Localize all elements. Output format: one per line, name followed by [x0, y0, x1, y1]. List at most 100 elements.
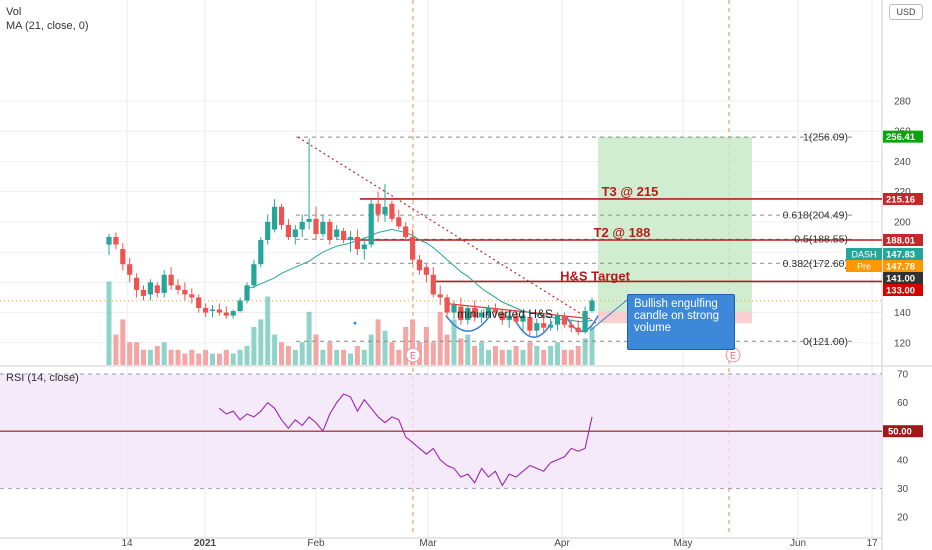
candle-body: [341, 230, 347, 241]
t3-label: T3 @ 215: [602, 184, 659, 199]
volume-bar: [127, 342, 133, 365]
volume-bar: [292, 349, 298, 365]
volume-legend: Vol: [6, 6, 22, 18]
fib-label: 1(256.09): [803, 132, 848, 144]
candle-body: [154, 285, 160, 293]
volume-bar: [189, 349, 195, 365]
price-tag-label: DASH: [851, 250, 876, 260]
time-tick-label: Mar: [419, 538, 437, 549]
volume-bar: [182, 353, 188, 365]
rsi-tick-label: 60: [897, 398, 909, 409]
earnings-marker-label: E: [730, 351, 736, 361]
candles: [106, 138, 595, 337]
candle-body: [479, 312, 485, 318]
candle-body: [230, 311, 236, 316]
volume-bar: [520, 349, 526, 365]
annotation-note: Bullish engulfing candle on strong volum…: [627, 294, 735, 350]
volume-bar: [154, 346, 160, 365]
candle-body: [334, 229, 340, 237]
rsi-legend: RSI (14, close): [6, 372, 79, 384]
volume-bar: [582, 338, 588, 365]
candle-body: [237, 300, 243, 312]
volume-bar: [237, 349, 243, 365]
candle-body: [347, 237, 354, 241]
price-tag-value: 188.01: [886, 236, 916, 247]
candle-body: [423, 267, 429, 275]
volume-bar: [451, 319, 457, 365]
volume-bar: [120, 319, 126, 365]
rsi-tag-value: 50.00: [888, 427, 912, 438]
candle-body: [375, 203, 381, 215]
fib-label: 0(121.00): [803, 336, 848, 348]
volume-bar: [334, 349, 340, 365]
volume-bar: [396, 349, 402, 365]
price-tag-box: [883, 260, 923, 272]
candle-body: [203, 308, 209, 313]
volume-bar: [230, 353, 236, 365]
hs-target-label: H&S Target: [560, 268, 630, 283]
candle-body: [285, 224, 291, 237]
candle-body: [189, 294, 195, 298]
candle-body: [127, 264, 133, 275]
candle-body: [147, 282, 153, 295]
drawings: [0, 136, 882, 342]
price-tick-label: 220: [894, 187, 911, 198]
volume-bar: [348, 353, 353, 365]
candle-body: [520, 315, 526, 322]
fib-label: 0.382(172.60): [783, 258, 848, 270]
candle-body: [209, 309, 216, 312]
price-tick-label: 280: [894, 97, 911, 108]
price-tag-box: [883, 130, 923, 143]
price-tick-label: 120: [894, 338, 911, 349]
volume-bar: [555, 342, 560, 365]
candle-body: [306, 218, 312, 222]
candle-body: [168, 274, 174, 286]
candle-body: [216, 309, 222, 313]
volume-bar: [203, 349, 209, 365]
candle-body: [554, 315, 561, 325]
candle-body: [589, 300, 595, 312]
currency-button[interactable]: USD: [889, 4, 923, 20]
rsi-tick-label: 20: [897, 513, 909, 524]
candle-body: [541, 323, 547, 328]
candle-body: [140, 289, 147, 296]
candle-body: [327, 221, 333, 241]
candle-body: [134, 277, 140, 290]
price-tag-box: [883, 248, 923, 260]
ma21-line: [246, 228, 593, 323]
candle-body: [465, 308, 471, 321]
volume-bar: [382, 330, 388, 365]
rsi-pane: [0, 373, 882, 489]
earnings-marker-label: E: [410, 351, 416, 361]
candle-body: [182, 289, 188, 295]
volume-bar: [486, 349, 491, 365]
volume-bar: [437, 311, 443, 365]
candle-body: [458, 306, 464, 321]
volume-bar: [472, 346, 478, 365]
volume-bar: [168, 349, 174, 365]
target-zone: [598, 136, 752, 312]
price-tag-value: 147.78: [886, 262, 915, 273]
volume-bar: [251, 327, 257, 365]
volume-bar: [479, 342, 485, 365]
candle-body: [506, 315, 512, 321]
volume-bar: [113, 334, 119, 365]
candle-body: [354, 237, 360, 250]
price-tag-value: 215.16: [886, 194, 915, 205]
price-tick-label: 140: [894, 308, 911, 319]
candle-body: [278, 206, 285, 225]
price-tag-label-box: [846, 248, 882, 260]
hs-arc: [445, 315, 491, 332]
candle-body: [430, 274, 436, 295]
price-tag-label-box: [846, 260, 882, 272]
volume-bar: [465, 334, 471, 365]
volume-bar: [327, 342, 333, 365]
price-tags: 256.41215.16188.01160.59147.83DASH147.78…: [846, 130, 923, 438]
price-tick-label: 200: [894, 217, 911, 228]
volume-bar: [161, 342, 167, 365]
volume-bar: [361, 349, 367, 365]
candle-body: [403, 226, 409, 237]
volume-bar: [499, 349, 505, 365]
volume-bar: [506, 349, 512, 365]
